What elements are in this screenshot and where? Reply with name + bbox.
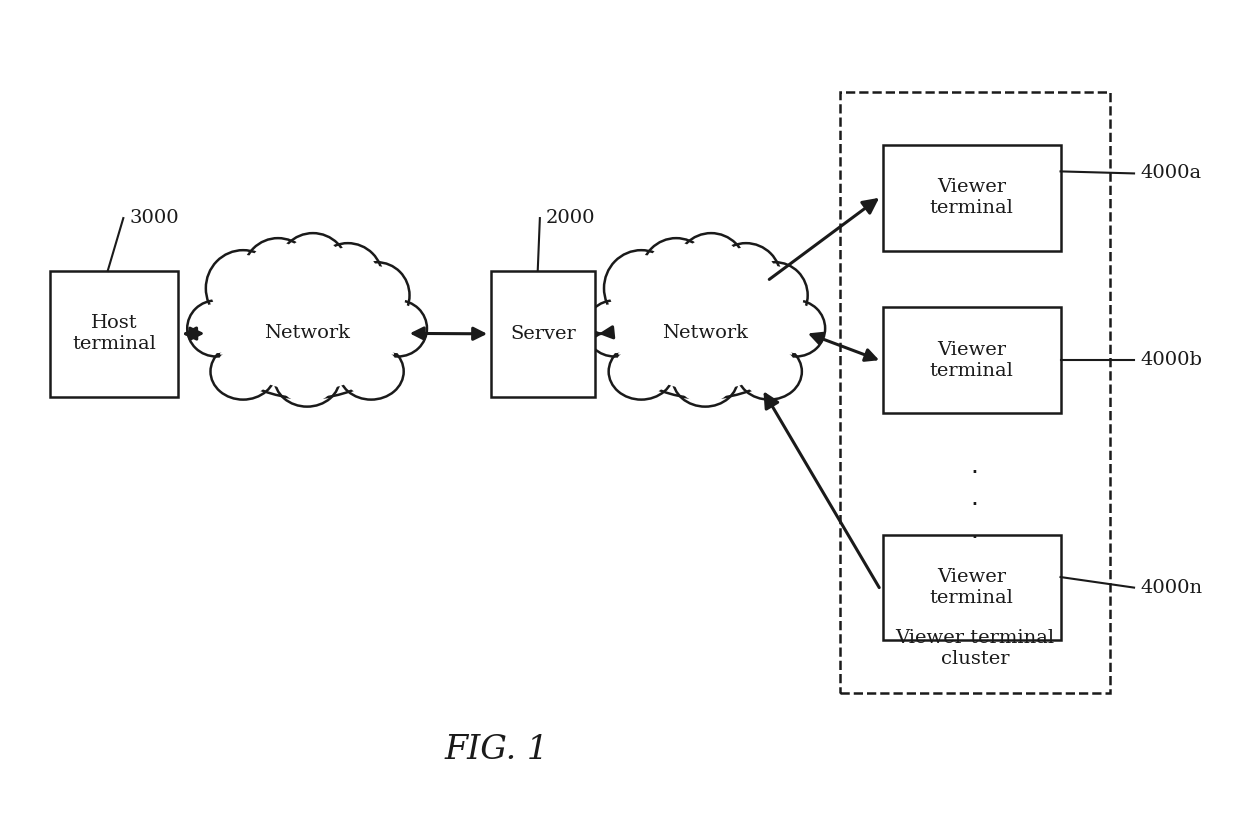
Ellipse shape	[372, 304, 424, 353]
Ellipse shape	[191, 304, 242, 353]
Text: Viewer
terminal: Viewer terminal	[929, 341, 1014, 380]
Text: Server: Server	[510, 325, 576, 343]
Text: 4000n: 4000n	[1140, 578, 1202, 596]
Ellipse shape	[243, 238, 313, 308]
Text: 4000a: 4000a	[1140, 164, 1202, 183]
FancyBboxPatch shape	[883, 534, 1061, 640]
Ellipse shape	[767, 301, 825, 357]
Text: .: .	[971, 487, 979, 510]
Ellipse shape	[612, 268, 798, 399]
Text: Viewer terminal
cluster: Viewer terminal cluster	[896, 629, 1054, 668]
Text: Network: Network	[663, 325, 748, 343]
FancyBboxPatch shape	[491, 271, 595, 396]
Ellipse shape	[369, 301, 427, 357]
Ellipse shape	[211, 254, 276, 322]
FancyBboxPatch shape	[840, 93, 1110, 693]
Text: .: .	[971, 519, 979, 543]
Ellipse shape	[680, 237, 742, 299]
FancyBboxPatch shape	[50, 271, 178, 396]
Ellipse shape	[737, 344, 802, 400]
Ellipse shape	[278, 233, 348, 303]
Text: 3000: 3000	[129, 209, 180, 227]
FancyBboxPatch shape	[883, 145, 1061, 250]
Ellipse shape	[715, 247, 777, 309]
Ellipse shape	[746, 266, 804, 325]
Ellipse shape	[742, 262, 808, 329]
Ellipse shape	[676, 233, 746, 303]
Ellipse shape	[608, 254, 674, 322]
Ellipse shape	[225, 276, 389, 391]
Ellipse shape	[711, 243, 781, 313]
Text: 2000: 2000	[546, 209, 596, 227]
Ellipse shape	[348, 266, 405, 325]
Ellipse shape	[214, 347, 271, 396]
Ellipse shape	[206, 250, 280, 326]
Text: FIG. 1: FIG. 1	[445, 734, 549, 766]
Ellipse shape	[612, 347, 670, 396]
Ellipse shape	[603, 250, 679, 326]
Ellipse shape	[214, 268, 400, 399]
Text: Network: Network	[264, 325, 351, 343]
Ellipse shape	[608, 344, 674, 400]
Ellipse shape	[771, 304, 821, 353]
Text: Host
terminal: Host terminal	[72, 315, 156, 354]
Ellipse shape	[187, 301, 245, 357]
Ellipse shape	[248, 242, 309, 304]
Ellipse shape	[676, 354, 733, 403]
Ellipse shape	[342, 347, 400, 396]
Ellipse shape	[741, 347, 798, 396]
Ellipse shape	[317, 247, 379, 309]
Ellipse shape	[642, 238, 711, 308]
FancyBboxPatch shape	[883, 307, 1061, 413]
Ellipse shape	[589, 304, 641, 353]
Ellipse shape	[623, 276, 787, 391]
Ellipse shape	[646, 242, 707, 304]
Text: .: .	[971, 453, 979, 477]
Text: Viewer
terminal: Viewer terminal	[929, 178, 1014, 217]
Ellipse shape	[282, 237, 343, 299]
Text: Viewer
terminal: Viewer terminal	[929, 568, 1014, 607]
Ellipse shape	[673, 350, 738, 406]
Ellipse shape	[313, 243, 383, 313]
Ellipse shape	[275, 350, 339, 406]
Ellipse shape	[211, 344, 275, 400]
Ellipse shape	[338, 344, 404, 400]
Ellipse shape	[344, 262, 410, 329]
Ellipse shape	[279, 354, 336, 403]
Ellipse shape	[585, 301, 643, 357]
Text: 4000b: 4000b	[1140, 351, 1202, 369]
